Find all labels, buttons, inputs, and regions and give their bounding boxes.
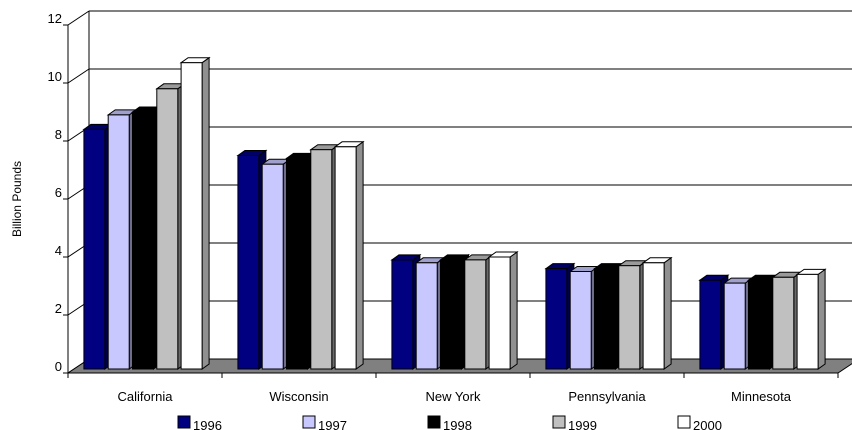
y-tick-label: 6	[55, 185, 62, 200]
bar	[545, 268, 568, 370]
legend: 1996 1997 1998 1999 2000	[177, 415, 722, 430]
bar-side	[817, 268, 826, 370]
category-label: Wisconsin	[269, 389, 328, 404]
legend-label: 1997	[318, 418, 347, 430]
y-axis-label: Billion Pounds	[10, 161, 24, 237]
y-tick-label: 12	[48, 11, 62, 26]
legend-swatch	[427, 415, 441, 429]
legend-label: 1998	[443, 418, 472, 430]
bar	[699, 279, 722, 370]
bar	[772, 276, 795, 370]
category-label: California	[118, 389, 174, 404]
gridline-side	[67, 68, 90, 84]
y-tick-labels: 0 2 4 6 8 10 12	[48, 11, 62, 374]
category-label: New York	[426, 389, 481, 404]
bar	[286, 157, 308, 370]
legend-label: 1999	[568, 418, 597, 430]
bar	[415, 262, 438, 370]
y-tick-label: 10	[48, 69, 62, 84]
legend-swatch	[677, 415, 691, 429]
bar-side	[509, 251, 518, 370]
bar	[334, 146, 357, 370]
legend-swatch	[552, 415, 566, 429]
bar	[618, 265, 641, 370]
bar-side	[663, 256, 672, 370]
bar	[107, 114, 130, 370]
bar	[261, 163, 284, 370]
gridline-side	[67, 10, 90, 26]
axes	[63, 24, 839, 378]
y-tick-label: 8	[55, 127, 62, 142]
bar	[83, 128, 106, 370]
category-label: Minnesota	[731, 389, 792, 404]
bar	[156, 88, 179, 370]
bar	[748, 279, 770, 370]
bar	[440, 259, 462, 370]
legend-label: 2000	[693, 418, 722, 430]
bar	[310, 149, 333, 370]
bar	[180, 62, 203, 370]
bar	[391, 259, 414, 370]
gridlines	[67, 10, 852, 374]
legend-swatch	[177, 415, 191, 429]
bar	[132, 111, 154, 370]
y-tick-label: 4	[55, 243, 62, 258]
bar	[642, 262, 665, 370]
bar-side	[355, 140, 364, 370]
legend-swatch	[302, 415, 316, 429]
category-label: Pennsylvania	[568, 389, 646, 404]
bar	[569, 271, 592, 370]
bar	[723, 282, 746, 370]
bar	[464, 259, 487, 370]
bar	[594, 268, 616, 370]
category-labels: California Wisconsin New York Pennsylvania M…	[118, 389, 792, 404]
y-tick-label: 0	[55, 359, 62, 374]
bar	[488, 256, 511, 370]
legend-label: 1996	[193, 418, 222, 430]
bar-side	[201, 56, 210, 370]
bars	[82, 56, 827, 370]
bar	[237, 155, 260, 370]
bar	[796, 273, 819, 370]
y-tick-label: 2	[55, 301, 62, 316]
